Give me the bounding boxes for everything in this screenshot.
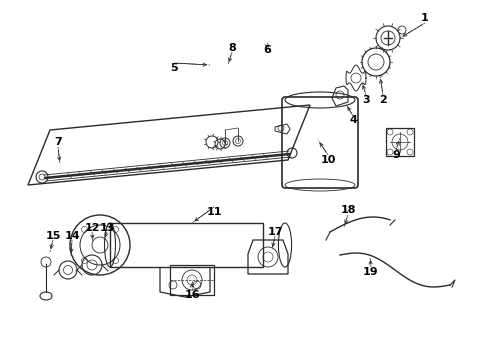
Text: 3: 3 bbox=[362, 95, 370, 105]
Text: 7: 7 bbox=[54, 137, 62, 147]
Text: 2: 2 bbox=[379, 95, 387, 105]
Text: 16: 16 bbox=[184, 290, 200, 300]
Text: 11: 11 bbox=[206, 207, 222, 217]
Text: 4: 4 bbox=[349, 115, 357, 125]
Text: 8: 8 bbox=[228, 43, 236, 53]
Text: 18: 18 bbox=[340, 205, 356, 215]
Text: 6: 6 bbox=[263, 45, 271, 55]
Text: 13: 13 bbox=[99, 223, 115, 233]
Text: 17: 17 bbox=[267, 227, 283, 237]
Text: 10: 10 bbox=[320, 155, 336, 165]
Text: 9: 9 bbox=[392, 150, 400, 160]
Text: 15: 15 bbox=[45, 231, 61, 241]
Text: 5: 5 bbox=[170, 63, 178, 73]
Text: 19: 19 bbox=[363, 267, 379, 277]
Text: 14: 14 bbox=[64, 231, 80, 241]
Text: 1: 1 bbox=[421, 13, 429, 23]
Text: 12: 12 bbox=[84, 223, 100, 233]
